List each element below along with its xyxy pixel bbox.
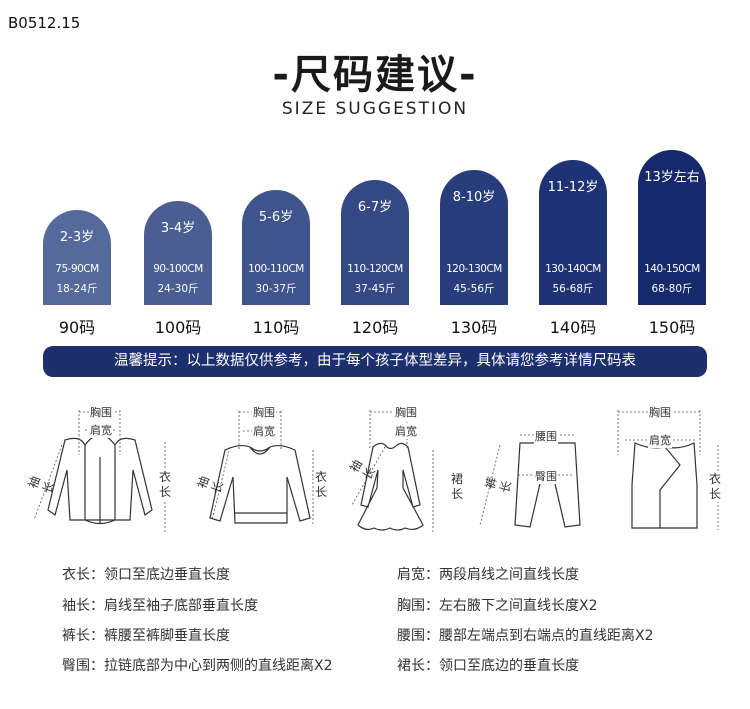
- shoulder-label: 肩宽: [648, 432, 672, 448]
- definition: 裤长：裤腰至裤脚垂直长度: [62, 628, 230, 644]
- weight-range: 24-30斤: [157, 283, 199, 295]
- height-range: 110-120CM: [347, 263, 403, 275]
- definition: 腰围：腰部左端点到右端点的直线距离X2: [397, 628, 654, 644]
- height-range: 130-140CM: [545, 263, 601, 275]
- age-range: 2-3岁: [59, 230, 95, 245]
- tip-banner: 温馨提示：以上数据仅供参考，由于每个孩子体型差异，具体请您参考详情尺码表: [43, 346, 707, 377]
- product-code: B0512.15: [8, 14, 81, 32]
- shoulder-label: 肩宽: [252, 423, 276, 439]
- weight-range: 68-80斤: [651, 283, 693, 295]
- page-title: -尺码建议-: [272, 52, 478, 98]
- definition: 袖长：肩线至袖子底部垂直长度: [62, 598, 258, 614]
- size-arch-110码: 5-6岁 100-110CM 30-37斤: [242, 190, 310, 305]
- height-range: 120-130CM: [446, 263, 502, 275]
- age-range: 3-4岁: [160, 221, 196, 236]
- hip-label: 臀围: [534, 468, 558, 484]
- shoulder-label: 肩宽: [89, 422, 113, 438]
- definition: 裙长：领口至底边的垂直长度: [397, 658, 579, 674]
- size-label: 100码: [154, 318, 202, 337]
- definition: 衣长：领口至底边垂直长度: [62, 567, 230, 583]
- size-arch-100码: 3-4岁 90-100CM 24-30斤: [144, 201, 212, 305]
- length-label: 裙长: [450, 472, 464, 502]
- vest-drawing: [631, 442, 698, 529]
- size-label: 90码: [58, 318, 96, 337]
- page-subtitle: SIZE SUGGESTION: [281, 99, 469, 119]
- size-arch-120码: 6-7岁 110-120CM 37-45斤: [341, 180, 409, 305]
- definition: 臀围：拉链底部为中心到两侧的直线距离X2: [62, 658, 333, 674]
- shoulder-label: 肩宽: [394, 423, 418, 439]
- chest-label: 胸围: [89, 404, 113, 420]
- size-arch-140码: 11-12岁 130-140CM 56-68斤: [539, 160, 607, 305]
- weight-range: 18-24斤: [56, 283, 98, 295]
- size-label: 110码: [252, 318, 300, 337]
- age-range: 6-7岁: [357, 200, 393, 215]
- age-range: 8-10岁: [452, 190, 496, 205]
- length-label: 衣长: [158, 470, 172, 500]
- pants-drawing: [514, 442, 581, 528]
- size-label: 150码: [648, 318, 696, 337]
- weight-range: 56-68斤: [552, 283, 594, 295]
- definition: 肩宽：两段肩线之间直线长度: [397, 567, 579, 583]
- age-range: 11-12岁: [547, 180, 599, 195]
- height-range: 75-90CM: [55, 263, 99, 275]
- definition: 胸围：左右腋下之间直线长度X2: [397, 598, 598, 614]
- weight-range: 37-45斤: [354, 283, 396, 295]
- sweater-drawing: [209, 444, 311, 524]
- chest-label: 胸围: [252, 404, 276, 420]
- dress-drawing: [357, 442, 424, 531]
- weight-range: 45-56斤: [453, 283, 495, 295]
- height-range: 90-100CM: [153, 263, 203, 275]
- size-label: 120码: [351, 318, 399, 337]
- size-label: 130码: [450, 318, 498, 337]
- size-label: 140码: [549, 318, 597, 337]
- chest-label: 胸围: [648, 404, 672, 420]
- height-range: 140-150CM: [644, 263, 700, 275]
- waist-label: 腰围: [534, 428, 558, 444]
- chest-label: 胸围: [394, 404, 418, 420]
- height-range: 100-110CM: [248, 263, 304, 275]
- age-range: 5-6岁: [258, 210, 294, 225]
- size-arch-130码: 8-10岁 120-130CM 45-56斤: [440, 170, 508, 305]
- length-label: 衣长: [314, 470, 328, 500]
- age-range: 13岁左右: [644, 170, 700, 185]
- size-arch-150码: 13岁左右 140-150CM 68-80斤: [638, 150, 706, 305]
- weight-range: 30-37斤: [255, 283, 297, 295]
- length-label: 衣长: [708, 472, 722, 502]
- size-arch-90码: 2-3岁 75-90CM 18-24斤: [43, 210, 111, 305]
- jacket-drawing: [47, 434, 153, 525]
